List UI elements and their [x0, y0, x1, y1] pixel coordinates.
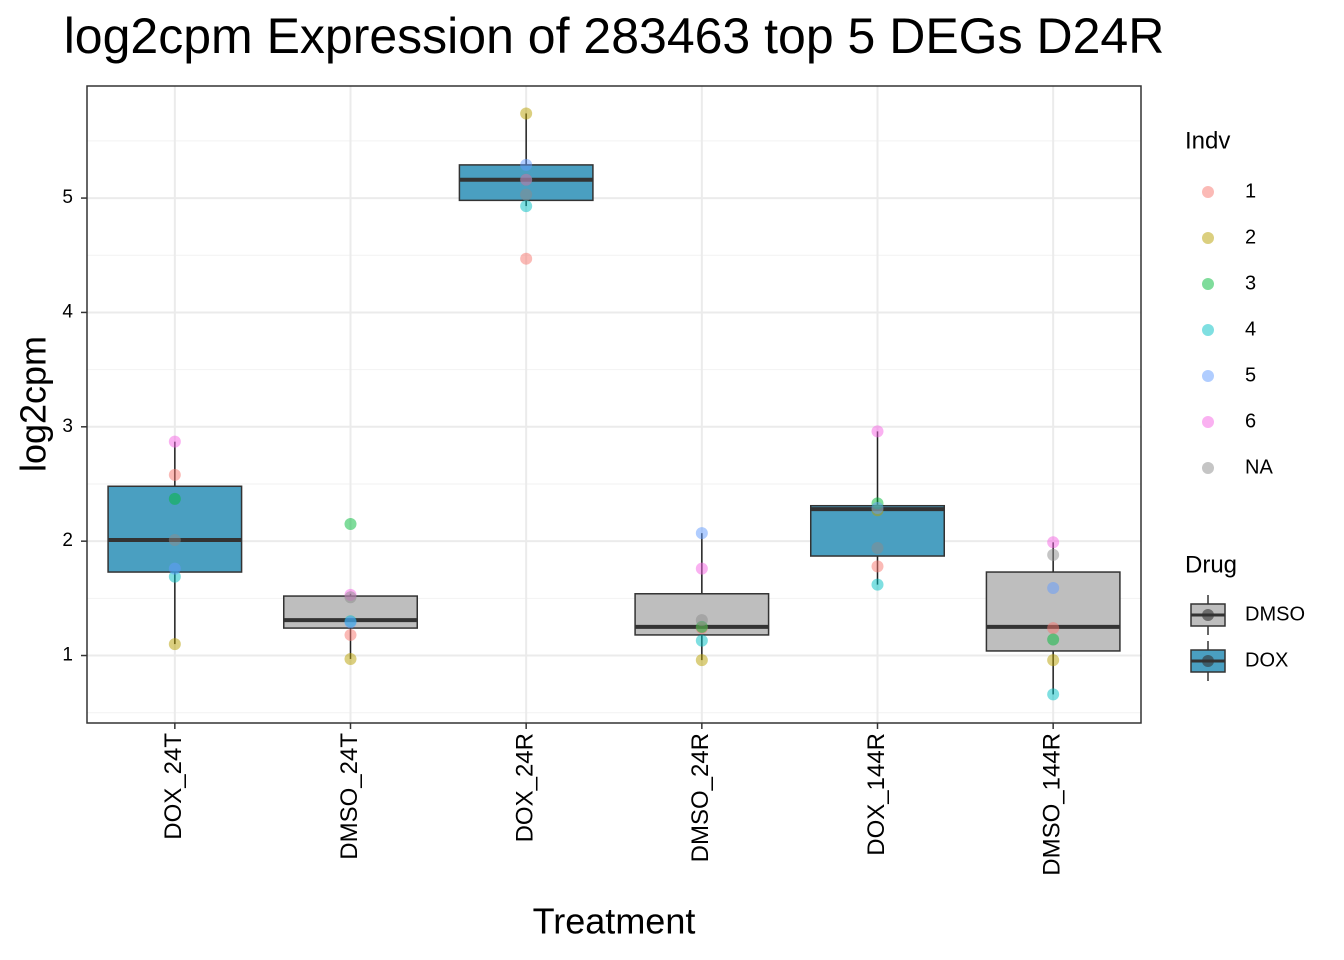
- point: [520, 200, 533, 213]
- y-axis-title: log2cpm: [13, 336, 54, 472]
- x-tick-label: DOX_24T: [160, 733, 187, 840]
- x-tick-label: DOX_24R: [512, 733, 539, 842]
- legend-label: NA: [1245, 456, 1273, 478]
- legend-label: 2: [1245, 226, 1256, 248]
- y-tick-label: 3: [62, 416, 73, 437]
- x-tick-label: DOX_144R: [863, 733, 890, 856]
- legend-label: 6: [1245, 410, 1256, 432]
- point: [871, 560, 884, 573]
- point: [168, 435, 181, 448]
- legend-key: [1202, 609, 1214, 621]
- x-tick-label: DMSO_24R: [687, 733, 714, 862]
- point: [344, 616, 357, 629]
- point: [871, 501, 884, 514]
- legend-label: DOX: [1245, 649, 1288, 671]
- panel-border: [86, 85, 1142, 724]
- legend-title: Indv: [1185, 127, 1230, 154]
- y-tick-label: 4: [62, 301, 73, 322]
- point: [344, 652, 357, 665]
- legend-key: [1202, 324, 1214, 336]
- legend-key: [1202, 416, 1214, 428]
- point: [1047, 582, 1060, 595]
- point: [1047, 622, 1060, 635]
- point: [520, 188, 533, 201]
- point: [695, 634, 708, 647]
- legend-label: 4: [1245, 318, 1256, 340]
- point: [695, 654, 708, 667]
- legend-label: 1: [1245, 180, 1256, 202]
- point: [168, 492, 181, 505]
- point: [695, 562, 708, 575]
- legend-label: 3: [1245, 272, 1256, 294]
- legend-label: DMSO: [1245, 603, 1305, 625]
- legend-key: [1202, 232, 1214, 244]
- x-tick-label: DMSO_144R: [1039, 733, 1066, 876]
- point: [1047, 536, 1060, 549]
- point: [1047, 548, 1060, 561]
- legend-key: [1202, 370, 1214, 382]
- y-tick-label: 1: [62, 645, 73, 666]
- point: [168, 534, 181, 547]
- x-tick-label: DMSO_24T: [336, 733, 363, 860]
- point: [344, 518, 357, 531]
- point: [168, 468, 181, 481]
- legend-key: [1202, 655, 1214, 667]
- point: [1047, 633, 1060, 646]
- legend-key: [1202, 462, 1214, 474]
- point: [871, 542, 884, 555]
- point: [168, 562, 181, 575]
- point: [1047, 654, 1060, 667]
- point: [871, 578, 884, 591]
- point: [695, 527, 708, 540]
- point: [344, 591, 357, 604]
- point: [520, 252, 533, 265]
- point: [520, 158, 533, 171]
- chart-title: log2cpm Expression of 283463 top 5 DEGs …: [64, 8, 1165, 64]
- point: [695, 614, 708, 627]
- legend-label: 5: [1245, 364, 1256, 386]
- legend-title: Drug: [1185, 551, 1237, 578]
- legend-key: [1202, 186, 1214, 198]
- point: [344, 628, 357, 641]
- point: [168, 638, 181, 651]
- point: [520, 107, 533, 120]
- legend-key: [1202, 278, 1214, 290]
- point: [1047, 688, 1060, 701]
- point: [520, 173, 533, 186]
- x-axis-title: Treatment: [533, 901, 696, 942]
- point: [871, 425, 884, 438]
- y-tick-label: 5: [62, 187, 73, 208]
- y-tick-label: 2: [62, 530, 73, 551]
